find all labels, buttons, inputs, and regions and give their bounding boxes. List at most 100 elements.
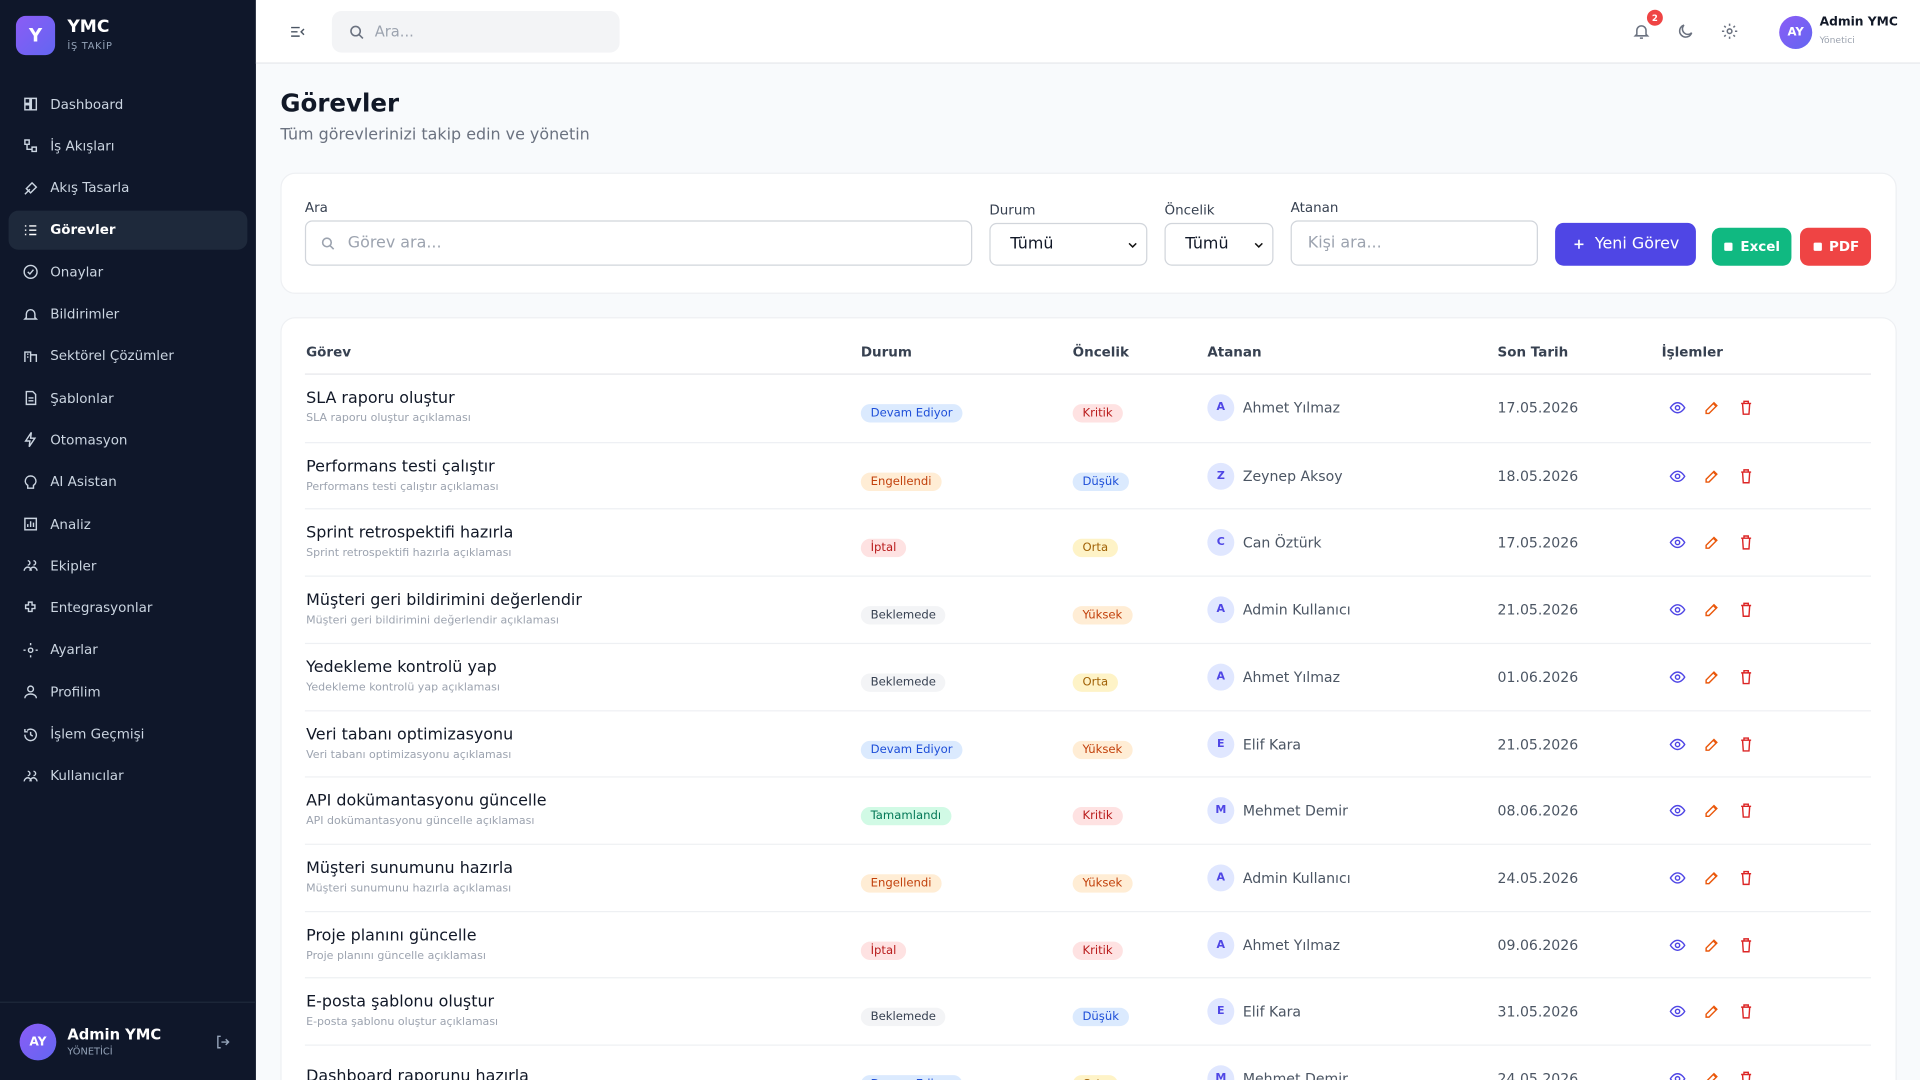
nav-item[interactable]: Analiz [9, 504, 248, 543]
nav-item[interactable]: İş Akışları [9, 126, 248, 165]
row-actions [1669, 1003, 1755, 1020]
task-title[interactable]: Performans testi çalıştır [306, 457, 495, 476]
due-date: 09.06.2026 [1497, 936, 1579, 954]
delete-button[interactable] [1738, 668, 1755, 685]
task-title[interactable]: Müşteri geri bildirimini değerlendir [306, 591, 582, 610]
edit-button[interactable] [1703, 802, 1720, 819]
delete-button[interactable] [1738, 735, 1755, 752]
nav-icon-shape [23, 770, 38, 782]
priority-badge: Orta [1072, 1075, 1118, 1080]
nav-item[interactable]: Dashboard [9, 84, 248, 123]
task-title[interactable]: Sprint retrospektifi hazırla [306, 524, 514, 543]
task-search-input[interactable]: Görev ara... [304, 220, 973, 266]
nav-item[interactable]: Onaylar [9, 252, 248, 291]
header-avatar[interactable]: AY [1779, 15, 1813, 49]
task-title[interactable]: SLA raporu oluştur [306, 389, 455, 408]
delete-button[interactable] [1738, 534, 1755, 551]
nav-icon [24, 474, 37, 489]
view-button[interactable] [1669, 601, 1686, 618]
nav-item[interactable]: Akış Tasarla [9, 168, 248, 207]
view-button[interactable] [1669, 735, 1686, 752]
task-title[interactable]: Veri tabanı optimizasyonu [306, 725, 514, 744]
new-task-button[interactable]: Yeni Görev [1555, 222, 1696, 266]
delete-button-shape [1741, 535, 1752, 551]
view-button[interactable] [1669, 534, 1686, 551]
delete-button[interactable] [1738, 1070, 1755, 1080]
edit-button[interactable] [1703, 467, 1720, 484]
view-button[interactable] [1669, 467, 1686, 484]
theme-toggle[interactable] [1676, 22, 1694, 40]
assignee-input[interactable]: Kişi ara... [1290, 220, 1538, 266]
task-title[interactable]: API dokümantasyonu güncelle [306, 792, 547, 811]
view-button[interactable] [1669, 1070, 1686, 1080]
brand-sub: İŞ TAKİP [67, 40, 113, 52]
priority-cell: Orta [1072, 667, 1118, 692]
task-title[interactable]: Proje planını güncelle [306, 926, 477, 945]
edit-button[interactable] [1703, 534, 1720, 551]
select-value: Tümü [1185, 235, 1229, 254]
edit-button[interactable] [1703, 399, 1720, 416]
nav-label: Şablonlar [50, 390, 114, 407]
row-actions [1669, 534, 1755, 551]
priority-select[interactable]: Tümü [1164, 222, 1274, 266]
task-title[interactable]: Müşteri sunumunu hazırla [306, 859, 514, 878]
nav-label: Dashboard [50, 96, 124, 113]
status-select[interactable]: Tümü [989, 222, 1148, 266]
delete-button-shape [1741, 669, 1752, 685]
nav-item[interactable]: Profilim [9, 672, 248, 711]
assignee-name: Can Öztürk [1242, 534, 1322, 552]
edit-button[interactable] [1703, 1070, 1720, 1080]
nav-item[interactable]: Şablonlar [9, 378, 248, 417]
edit-button[interactable] [1703, 601, 1720, 618]
task-description: Yedekleme kontrolü yap açıklaması [306, 681, 500, 695]
edit-button[interactable] [1703, 869, 1720, 886]
settings-button[interactable] [1720, 22, 1738, 40]
nav-item[interactable]: Otomasyon [9, 420, 248, 459]
view-button-shape [1669, 671, 1686, 683]
view-button[interactable] [1669, 1003, 1686, 1020]
pdf-button[interactable]: PDF [1800, 227, 1872, 266]
delete-button[interactable] [1738, 601, 1755, 618]
nav-item[interactable]: Bildirimler [9, 294, 248, 333]
header-search[interactable]: Ara... [331, 11, 620, 53]
notifications-button[interactable] [1632, 22, 1650, 40]
edit-button[interactable] [1703, 1003, 1720, 1020]
nav-item[interactable]: Görevler [8, 210, 248, 250]
menu-toggle[interactable] [289, 23, 306, 40]
nav-label: Analiz [50, 516, 91, 533]
view-button[interactable] [1669, 668, 1686, 685]
delete-button[interactable] [1738, 467, 1755, 484]
logout-button[interactable] [214, 1033, 231, 1050]
nav-icon [24, 685, 38, 699]
nav-item[interactable]: İşlem Geçmişi [9, 714, 248, 753]
delete-button[interactable] [1738, 802, 1755, 819]
delete-button[interactable] [1738, 869, 1755, 886]
task-title[interactable]: Dashboard raporunu hazırla [306, 1067, 529, 1080]
nav-item[interactable]: Sektörel Çözümler [9, 336, 248, 375]
edit-button[interactable] [1703, 735, 1720, 752]
search-icon [350, 25, 364, 39]
header: Ara... 2 AY Admin YMC Yönetici [255, 0, 1920, 64]
view-button[interactable] [1669, 869, 1686, 886]
delete-button[interactable] [1738, 399, 1755, 416]
edit-button[interactable] [1703, 668, 1720, 685]
delete-button[interactable] [1738, 936, 1755, 953]
view-button[interactable] [1669, 936, 1686, 953]
nav-item[interactable]: Kullanıcılar [9, 756, 248, 795]
task-title[interactable]: E-posta şablonu oluştur [306, 993, 495, 1012]
edit-button[interactable] [1703, 936, 1720, 953]
priority-cell: Yüksek [1072, 734, 1133, 759]
button-label: Excel [1740, 238, 1781, 255]
excel-button[interactable]: Excel [1711, 227, 1792, 266]
view-button[interactable] [1669, 802, 1686, 819]
status-cell: Devam Ediyor [860, 734, 963, 759]
delete-button-shape [1741, 1004, 1752, 1019]
nav-item[interactable]: Ayarlar [9, 630, 248, 669]
view-button[interactable] [1669, 399, 1686, 416]
nav-item[interactable]: Entegrasyonlar [9, 588, 248, 627]
nav-item[interactable]: Ekipler [9, 546, 248, 585]
nav-item[interactable]: AI Asistan [9, 462, 248, 501]
delete-button[interactable] [1738, 1003, 1755, 1020]
task-title[interactable]: Yedekleme kontrolü yap [306, 658, 497, 677]
